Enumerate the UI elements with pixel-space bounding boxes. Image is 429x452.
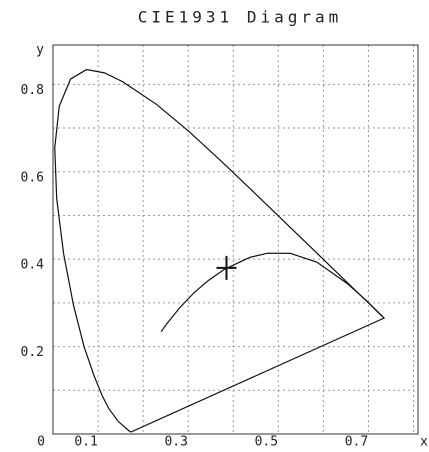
- plot-frame: [52, 44, 419, 435]
- spectral-locus: [54, 68, 386, 433]
- chart-title: CIE1931 Diagram: [138, 8, 343, 27]
- white-point-marker: [216, 255, 237, 280]
- x-tick-label: 0.5: [255, 435, 278, 450]
- planckian-locus: [160, 252, 385, 333]
- y-tick-label: 0.4: [21, 258, 45, 273]
- x-tick-label: 0.7: [345, 435, 368, 450]
- x-axis-label: x: [420, 435, 428, 450]
- x-tick-label: 0: [37, 435, 45, 450]
- y-axis-label: y: [36, 43, 44, 58]
- y-tick-label: 0.6: [21, 170, 44, 185]
- y-tick-label: 0.8: [21, 83, 44, 98]
- x-tick-label: 0.1: [74, 435, 97, 450]
- y-tick-label: 0.2: [21, 345, 44, 360]
- x-tick-label: 0.3: [164, 435, 187, 450]
